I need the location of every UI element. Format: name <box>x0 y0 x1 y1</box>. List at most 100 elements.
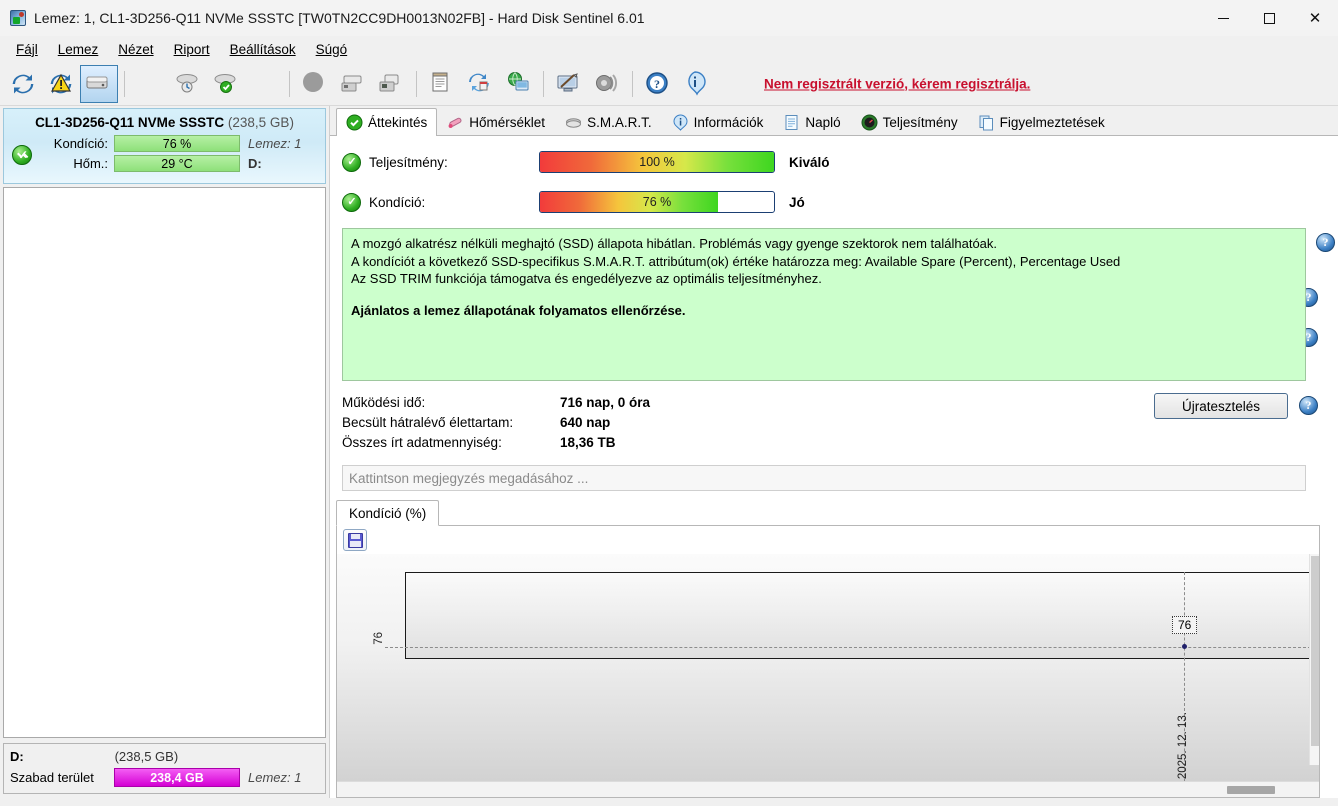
tab-temperature-label: Hőmérséklet <box>469 115 546 130</box>
thermometer-icon <box>447 114 464 131</box>
network-button[interactable] <box>499 65 537 103</box>
status-line-1: A mozgó alkatrész nélküli meghajtó (SSD)… <box>351 236 998 251</box>
disk-test-button[interactable] <box>169 65 207 103</box>
health-bar: 76 % <box>539 191 775 213</box>
partition-card[interactable]: D: (238,5 GB) Szabad terület 238,4 GB Le… <box>3 743 326 794</box>
disk-temp-bar: 29 °C <box>114 155 240 172</box>
tab-temperature[interactable]: Hőmérséklet <box>437 109 555 135</box>
window-title: Lemez: 1, CL1-3D256-Q11 NVMe SSSTC [TW0T… <box>34 10 645 26</box>
performance-label: Teljesítmény: <box>369 154 448 170</box>
estimated-lifetime-value: 640 nap <box>560 415 611 430</box>
tab-smart[interactable]: S.M.A.R.T. <box>555 109 662 135</box>
menu-item-report[interactable]: Riport <box>164 39 220 60</box>
disk-card-title: CL1-3D256-Q11 NVMe SSSTC (238,5 GB) <box>12 115 317 130</box>
menu-item-file[interactable]: Fájl <box>6 39 48 60</box>
total-written-value: 18,36 TB <box>560 435 616 450</box>
menu-item-view[interactable]: Nézet <box>108 39 163 60</box>
toolbar-separator <box>124 70 125 97</box>
tab-information[interactable]: Információk <box>662 109 774 135</box>
maximize-button[interactable] <box>1246 0 1292 36</box>
performance-meter-row: ✓ Teljesítmény: 100 % Kiváló ? <box>330 144 1338 307</box>
save-floppy-icon <box>347 532 363 548</box>
current-disk-button[interactable] <box>80 64 118 103</box>
status-line-3: Az SSD TRIM funkciója támogatva és enged… <box>351 271 822 286</box>
close-button[interactable]: ✕ <box>1292 0 1338 36</box>
menu-item-disk-label: Lemez <box>57 41 99 57</box>
menu-item-settings[interactable]: Beállítások <box>220 39 306 60</box>
details-values: 716 nap, 0 óra 640 nap 18,36 TB <box>560 393 650 453</box>
refresh-warning-button[interactable] <box>42 65 80 103</box>
monitor-config-button[interactable] <box>550 65 588 103</box>
health-meter-row: ✓ Kondíció: 76 % Jó ? <box>330 184 1338 347</box>
content-pane: Áttekintés Hőmérséklet S.M.A.R.T. <box>330 106 1338 798</box>
power-on-time-label: Működési idő: <box>342 395 426 410</box>
retest-help-button[interactable]: ? <box>1299 396 1318 415</box>
refresh-icon <box>9 70 37 98</box>
menu-item-file-label: Fájl <box>16 41 38 57</box>
scrollbar-thumb[interactable] <box>1227 786 1275 794</box>
menu-item-help[interactable]: Súgó <box>306 39 358 60</box>
tab-alerts[interactable]: Figyelmeztetések <box>968 109 1115 135</box>
minimize-button[interactable] <box>1200 0 1246 36</box>
tab-overview[interactable]: Áttekintés <box>336 108 438 136</box>
green-check-icon <box>346 114 363 131</box>
performance-status-ok-icon: ✓ <box>342 152 361 172</box>
menu-item-disk[interactable]: Lemez <box>48 39 109 60</box>
save-chart-button[interactable] <box>343 529 367 551</box>
sound-icon <box>593 70 621 98</box>
menu-bar: Fájl Lemez Nézet Riport Beállítások Súgó <box>0 36 1338 62</box>
gauge-icon <box>861 114 878 131</box>
details-labels: Működési idő: Becsült hátralévő élettart… <box>342 393 560 453</box>
report-button[interactable] <box>423 65 461 103</box>
status-recommendation: Ajánlatos a lemez állapotának folyamatos… <box>351 302 686 318</box>
disk-drive-alt-icon <box>377 70 405 98</box>
share-report-icon <box>466 70 494 98</box>
health-status-ok-icon: ✓ <box>342 192 361 212</box>
comment-input[interactable]: Kattintson megjegyzés megadásához ... <box>342 465 1306 491</box>
chart-plot-area[interactable]: 76 2025. 12. 13. 76 <box>337 554 1319 781</box>
help-icon: ? <box>644 70 672 98</box>
window-controls: ✕ <box>1200 0 1338 36</box>
help-icon: ? <box>1316 233 1335 252</box>
sphere-button[interactable] <box>296 65 334 103</box>
disk-drive-button[interactable] <box>334 65 372 103</box>
retest-button[interactable]: Újratesztelés <box>1154 393 1288 419</box>
disk-remove-button[interactable] <box>131 65 169 103</box>
menu-item-settings-label: Beállítások <box>229 41 296 57</box>
registration-notice-link[interactable]: Nem regisztrált verzió, kérem regisztrál… <box>764 76 1031 91</box>
performance-verdict: Kiváló <box>789 154 830 170</box>
tab-health-chart[interactable]: Kondíció (%) <box>336 500 440 526</box>
chart-vertical-scrollbar[interactable] <box>1309 554 1319 765</box>
svg-text:?: ? <box>654 77 660 91</box>
disk-list-empty-area[interactable] <box>3 187 326 738</box>
disk-cloud-button[interactable] <box>245 65 283 103</box>
tab-bar: Áttekintés Hőmérséklet S.M.A.R.T. <box>330 106 1338 136</box>
status-help-button[interactable]: ? <box>1316 233 1335 252</box>
refresh-button[interactable] <box>4 65 42 103</box>
disk-health-row: Kondíció: 76 % Lemez: 1 <box>38 135 317 152</box>
tab-performance[interactable]: Teljesítmény <box>851 109 968 135</box>
share-report-button[interactable] <box>461 65 499 103</box>
chart-horizontal-scrollbar[interactable] <box>337 781 1319 797</box>
sound-button[interactable] <box>588 65 626 103</box>
status-line-2: A kondíciót a következő SSD-specifikus S… <box>351 253 1121 269</box>
chart-tab-bar: Kondíció (%) <box>336 500 1320 526</box>
maximize-icon <box>1263 12 1275 24</box>
partition-header: D: (238,5 GB) <box>10 749 319 764</box>
help-button[interactable]: ? <box>639 65 677 103</box>
disk-ok-button[interactable] <box>207 65 245 103</box>
disk-selected-icon <box>85 70 113 98</box>
tab-log[interactable]: Napló <box>773 109 850 135</box>
disk-drive-alt-button[interactable] <box>372 65 410 103</box>
partition-size: (238,5 GB) <box>114 749 179 764</box>
tab-log-label: Napló <box>805 115 841 130</box>
disk-card[interactable]: CL1-3D256-Q11 NVMe SSSTC (238,5 GB) ✓ Ko… <box>3 108 326 184</box>
scrollbar-thumb[interactable] <box>1311 556 1319 746</box>
disk-card-body: ✓ Kondíció: 76 % Lemez: 1 Hőm.: 29 °C D: <box>12 135 317 175</box>
disk-model: CL1-3D256-Q11 NVMe SSSTC <box>35 115 225 130</box>
chart-xtick-label: 2025. 12. 13. <box>1177 712 1189 780</box>
disk-temp-value: 29 °C <box>161 156 193 171</box>
menu-item-report-label: Riport <box>173 41 210 57</box>
info-button[interactable] <box>677 65 715 103</box>
log-document-icon <box>783 114 800 131</box>
